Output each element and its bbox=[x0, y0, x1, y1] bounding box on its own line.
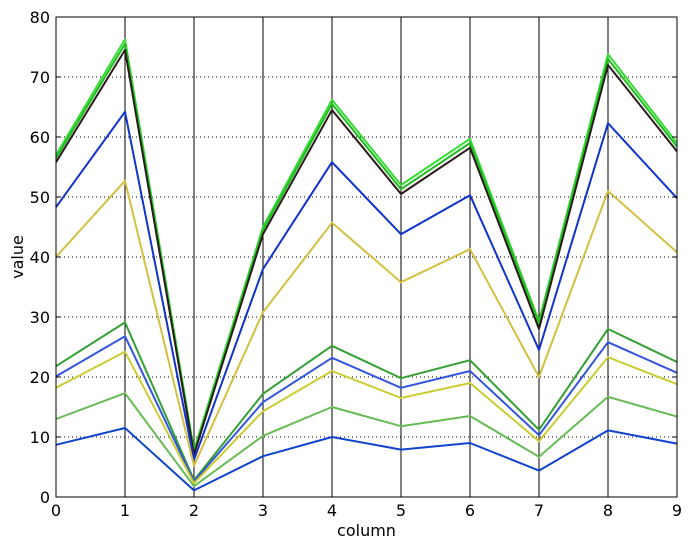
series-line-6 bbox=[55, 321, 678, 482]
series-line-4 bbox=[55, 110, 678, 461]
y-tick-label: 30 bbox=[30, 308, 50, 327]
x-tick-label: 5 bbox=[396, 501, 406, 520]
y-axis-label: value bbox=[8, 235, 27, 279]
x-tick-label: 0 bbox=[51, 501, 61, 520]
x-tick-label: 7 bbox=[534, 501, 544, 520]
y-tick-label: 40 bbox=[30, 248, 50, 267]
series-line-8 bbox=[55, 350, 678, 485]
x-axis-label: column bbox=[337, 521, 396, 540]
x-tick-label: 4 bbox=[327, 501, 337, 520]
y-tick-label: 20 bbox=[30, 368, 50, 387]
x-tick-label: 2 bbox=[189, 501, 199, 520]
y-tick-label: 60 bbox=[30, 128, 50, 147]
series-line-5 bbox=[55, 179, 678, 467]
x-tick-label: 1 bbox=[120, 501, 130, 520]
series-line-2 bbox=[55, 43, 678, 454]
series-lines bbox=[55, 38, 678, 492]
y-tick-label: 0 bbox=[40, 488, 50, 507]
y-tick-label: 10 bbox=[30, 428, 50, 447]
y-tick-label: 50 bbox=[30, 188, 50, 207]
series-line-3 bbox=[55, 49, 678, 456]
x-tick-label: 8 bbox=[603, 501, 613, 520]
series-line-10 bbox=[55, 427, 678, 492]
series-line-9 bbox=[55, 392, 678, 488]
x-tick-label: 3 bbox=[258, 501, 268, 520]
series-line-7 bbox=[55, 335, 678, 483]
grid bbox=[56, 17, 677, 497]
y-tick-label: 70 bbox=[30, 68, 50, 87]
ticks: 0 10 20 30 40 50 60 70 80 0 1 2 3 4 5 6 7 8 9 bbox=[30, 8, 682, 520]
x-tick-label: 6 bbox=[465, 501, 475, 520]
x-tick-label: 9 bbox=[672, 501, 682, 520]
y-tick-label: 80 bbox=[30, 8, 50, 27]
